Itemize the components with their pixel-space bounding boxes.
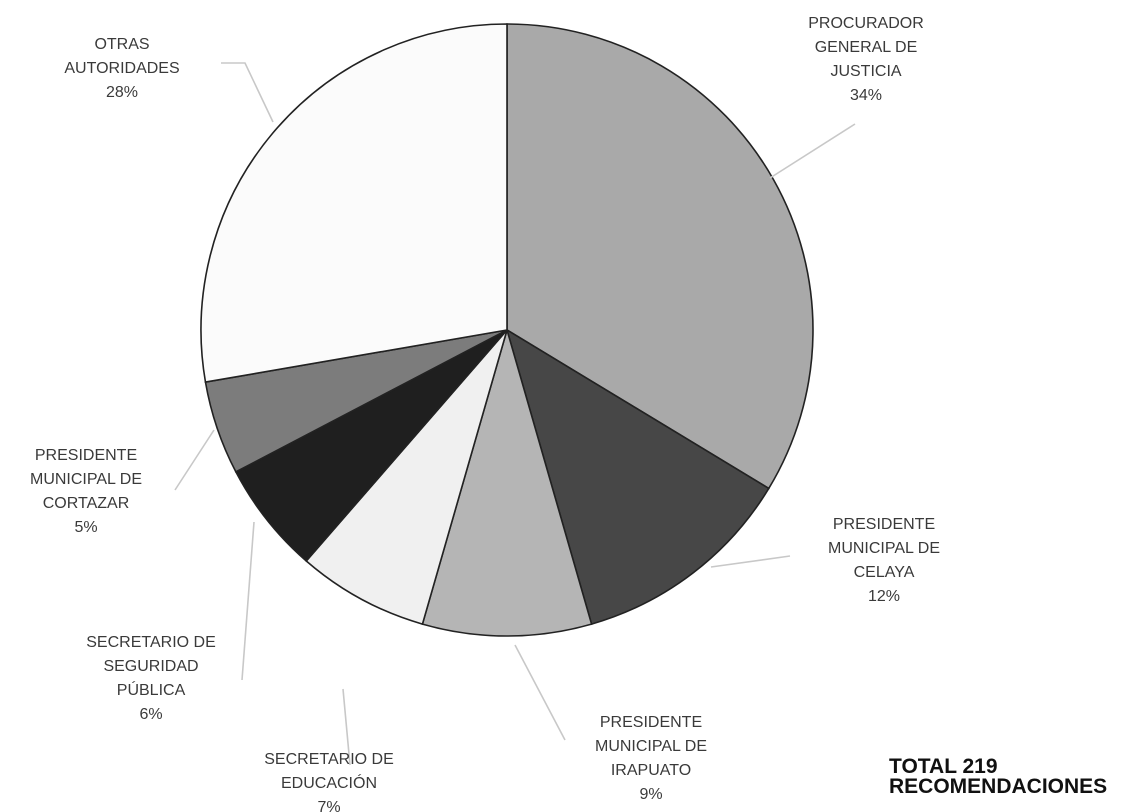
pie-slice xyxy=(305,329,508,626)
slice-value-label: 9% xyxy=(639,786,662,803)
slice-category-label: MUNICIPAL DE xyxy=(30,471,142,488)
slice-value-label: 34% xyxy=(850,87,882,104)
slice-category-label: SECRETARIO DE xyxy=(264,751,394,768)
slice-category-label: EDUCACIÓN xyxy=(281,773,377,792)
leader-line xyxy=(710,555,791,568)
slice-category-label: MUNICIPAL DE xyxy=(828,540,940,557)
slice-category-label: MUNICIPAL DE xyxy=(595,738,707,755)
total-line: TOTAL 219 xyxy=(889,755,998,778)
total-recommendations: TOTAL 219 RECOMENDACIONES xyxy=(889,755,1108,798)
pie-slice xyxy=(421,327,593,637)
leader-line xyxy=(174,429,215,491)
leader-line xyxy=(769,123,856,179)
slice-value-label: 28% xyxy=(106,84,138,101)
slice-value-label: 5% xyxy=(74,519,97,536)
slice-category-label: JUSTICIA xyxy=(830,63,901,80)
pie-slice xyxy=(505,328,770,626)
pie-slice xyxy=(200,23,508,384)
slice-category-label: IRAPUATO xyxy=(611,762,691,779)
slice-labels: PROCURADOR GENERAL DE JUSTICIA 34% PRESIDENT… xyxy=(30,15,940,812)
slice-value-label: 6% xyxy=(139,706,162,723)
slice-category-label: PROCURADOR xyxy=(808,15,924,32)
slice-category-label: SECRETARIO DE xyxy=(86,634,216,651)
slice-value-label: 12% xyxy=(868,588,900,605)
leader-line xyxy=(241,521,255,681)
slice-value-label: 7% xyxy=(317,799,340,812)
slice-category-label: OTRAS xyxy=(94,36,149,53)
pie-slices xyxy=(200,23,814,637)
leader-line xyxy=(342,688,351,766)
total-unit-line: RECOMENDACIONES xyxy=(889,775,1108,798)
slice-category-label: PÚBLICA xyxy=(117,680,186,699)
pie-slice xyxy=(506,23,814,490)
leader-lines xyxy=(174,62,856,766)
slice-category-label: SEGURIDAD xyxy=(103,658,198,675)
leader-line xyxy=(514,644,566,741)
leader-line xyxy=(221,62,274,123)
slice-category-label: PRESIDENTE xyxy=(35,447,137,464)
slice-category-label: CORTAZAR xyxy=(43,495,130,512)
slice-category-label: AUTORIDADES xyxy=(64,60,179,77)
slice-category-label: PRESIDENTE xyxy=(833,516,935,533)
slice-category-label: CELAYA xyxy=(854,564,915,581)
slice-category-label: GENERAL DE xyxy=(815,39,918,56)
slice-category-label: PRESIDENTE xyxy=(600,714,702,731)
